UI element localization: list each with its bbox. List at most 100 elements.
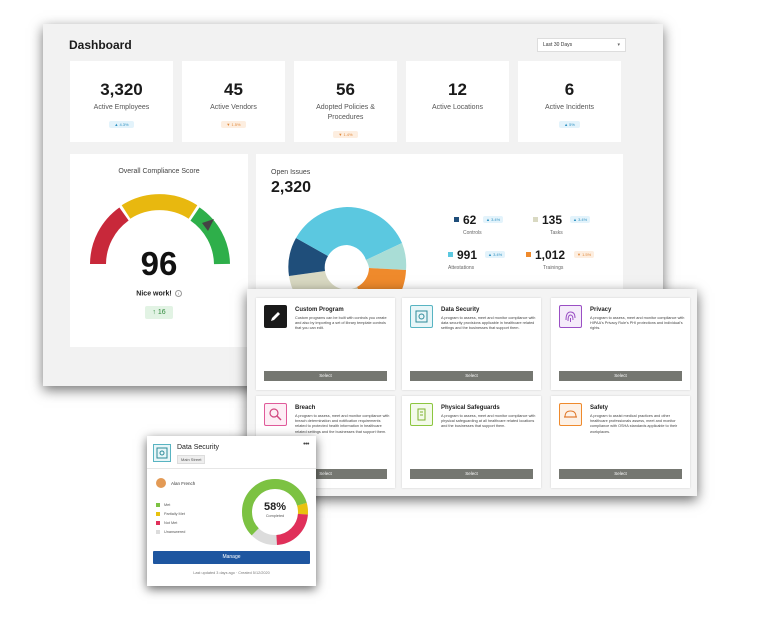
stat-label: Active Incidents — [544, 104, 595, 111]
compliance-title: Overall Compliance Score — [118, 168, 200, 175]
data-security-card: Data Security Main Street ••• Alan Frenc… — [147, 436, 316, 586]
fingerprint-icon — [559, 305, 582, 328]
trend-badge: ▲ 4.3% — [109, 121, 134, 128]
donut-segment-not-met — [242, 479, 308, 545]
program-title: Data Security — [441, 307, 480, 313]
trend-badge: ▲ 5% — [559, 121, 580, 128]
donut-segment-light — [366, 243, 407, 270]
location-tag: Main Street — [177, 455, 206, 464]
building-icon — [410, 403, 433, 426]
program-title: Privacy — [590, 307, 612, 313]
legend-label: Controls — [463, 230, 482, 236]
chevron-down-icon: ▾ — [617, 42, 620, 48]
donut-segment-attestations-2 — [296, 207, 347, 256]
program-description: A program to assist medical practices an… — [590, 414, 678, 434]
stat-card-vendors[interactable]: 45 Active Vendors ▼ 1.5% — [182, 61, 285, 142]
program-description: A program to assess, meet and monitor co… — [441, 316, 536, 331]
completion-donut-chart — [242, 479, 308, 545]
gauge-needle-icon — [202, 219, 214, 231]
compliance-score: 96 — [140, 245, 178, 282]
stat-label: Adopted Policies & Procedures — [316, 104, 375, 121]
gauge-segment-low — [90, 207, 129, 265]
compliance-score-card: Overall Compliance Score 96 Nice work! i … — [70, 154, 248, 347]
stat-label: Active Locations — [432, 104, 483, 111]
select-button[interactable]: Select — [559, 469, 682, 479]
stat-card-policies[interactable]: 56 Adopted Policies & Procedures ▼ 1.4% — [294, 61, 397, 142]
trend-badge: ▼ 1.5% — [221, 121, 246, 128]
score-delta-badge: ↑ 16 — [145, 306, 173, 319]
stat-value: 56 — [336, 80, 355, 99]
program-card-safety[interactable]: Safety A program to assist medical pract… — [551, 396, 690, 488]
trend-badge: ▼ 1.4% — [333, 131, 358, 138]
card-title: Data Security — [177, 444, 220, 451]
select-button[interactable]: Select — [264, 371, 387, 381]
completion-percent: 58% — [263, 501, 287, 513]
select-button[interactable]: Select — [410, 469, 533, 479]
legend-label: Trainings — [543, 265, 564, 271]
trend-badge: ▼ 1.5% — [574, 251, 595, 258]
owner-name: Alan French — [171, 481, 196, 486]
legend-value: 62 — [463, 213, 477, 227]
legend-unanswered: Unanswered — [156, 530, 185, 534]
stat-label: Active Employees — [93, 104, 150, 111]
legend-met: Met — [156, 503, 170, 507]
legend-swatch — [448, 252, 453, 257]
legend-label: Attestations — [448, 265, 475, 271]
stat-card-employees[interactable]: 3,320 Active Employees ▲ 4.3% — [70, 61, 173, 142]
gauge-segment-mid — [121, 194, 198, 219]
stat-card-locations[interactable]: 12 Active Locations — [406, 61, 509, 142]
open-issues-title: Open Issues — [271, 169, 311, 176]
safe-icon — [410, 305, 433, 328]
open-issues-total: 2,320 — [271, 179, 312, 196]
pencil-icon — [264, 305, 287, 328]
program-card-custom[interactable]: Custom Program Custom programs can be bu… — [256, 298, 395, 390]
select-button[interactable]: Select — [559, 371, 682, 381]
gauge-segment-high — [190, 207, 230, 265]
trend-badge: ▲ 3.4% — [483, 216, 504, 223]
more-options-icon[interactable]: ••• — [303, 441, 309, 448]
donut-segment-controls — [288, 238, 328, 276]
legend-value: 991 — [457, 248, 478, 262]
program-card-data-security[interactable]: Data Security A program to assess, meet … — [402, 298, 541, 390]
completion-label: Completed — [265, 514, 285, 518]
legend-swatch — [526, 252, 531, 257]
program-title: Safety — [590, 405, 609, 411]
trend-badge: ▲ 3.4% — [570, 216, 591, 223]
date-range-select[interactable]: Last 30 Days ▾ — [537, 38, 626, 52]
legend-partially-met: Partially Met — [156, 512, 185, 516]
stat-card-incidents[interactable]: 6 Active Incidents ▲ 5% — [518, 61, 621, 142]
compliance-gauge — [90, 194, 230, 265]
legend-value: 1,012 — [535, 248, 566, 262]
hardhat-icon — [559, 403, 582, 426]
donut-segment-attestations — [347, 207, 402, 260]
legend-not-met: Not Met — [156, 521, 177, 525]
program-title: Physical Safeguards — [441, 405, 500, 411]
program-title: Custom Program — [295, 307, 344, 313]
trend-badge: ▲ 3.4% — [485, 251, 506, 258]
program-card-privacy[interactable]: Privacy A program to assess, meet and mo… — [551, 298, 690, 390]
legend-value: 135 — [542, 213, 563, 227]
avatar — [156, 478, 166, 488]
page-title: Dashboard — [69, 38, 132, 52]
magnifier-icon — [264, 403, 287, 426]
program-description: A program to assess, meet and monitor co… — [590, 316, 685, 331]
select-button[interactable]: Select — [410, 371, 533, 381]
manage-button[interactable]: Manage — [153, 551, 310, 564]
divider — [147, 468, 316, 469]
card-footer: Last updated 3 days ago · Created 5/12/2… — [193, 571, 270, 575]
legend-swatch — [533, 217, 538, 222]
program-description: Custom programs can be built with contro… — [295, 316, 387, 331]
stat-value: 3,320 — [100, 80, 143, 99]
stat-value: 12 — [448, 80, 467, 99]
info-icon[interactable]: i — [174, 290, 182, 297]
program-title: Breach — [295, 405, 316, 411]
select-button[interactable]: Select — [264, 469, 387, 479]
program-description: A program to assess, meet and monitor co… — [295, 414, 390, 434]
compliance-message: Nice work! i — [70, 290, 248, 297]
stat-value: 6 — [564, 80, 575, 99]
safe-icon — [153, 444, 171, 462]
program-selection-window: Custom Program Custom programs can be bu… — [247, 289, 697, 496]
program-card-physical-safeguards[interactable]: Physical Safeguards A program to assess,… — [402, 396, 541, 488]
program-description: A program to assess, meet and monitor co… — [441, 414, 536, 429]
stat-value: 45 — [224, 80, 243, 99]
